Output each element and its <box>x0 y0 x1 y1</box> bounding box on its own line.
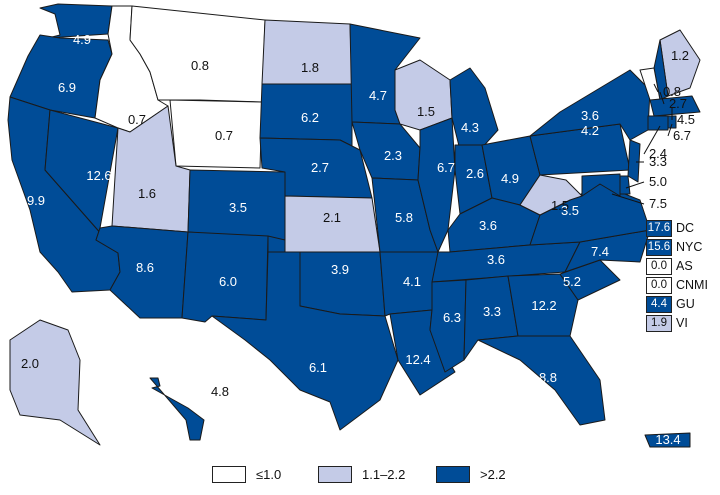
value-label-ut: 1.6 <box>138 186 156 201</box>
value-label-ct: 2.4 <box>649 146 667 161</box>
value-label-ne: 2.7 <box>311 160 329 175</box>
value-label-il: 6.7 <box>437 160 455 175</box>
leader-lines <box>611 83 673 205</box>
leader-line-de <box>625 181 645 189</box>
area-value-nyc: 15.6 <box>646 239 672 256</box>
value-label-ok: 3.9 <box>331 262 349 277</box>
value-label-nc: 7.4 <box>591 244 609 259</box>
leader-line-vt <box>653 83 659 93</box>
value-label-vt: 0.8 <box>663 84 681 99</box>
value-label-ga: 12.2 <box>531 298 556 313</box>
area-value-dc: 17.6 <box>646 220 672 237</box>
value-label-nd: 1.8 <box>301 60 319 75</box>
state-de <box>619 175 631 195</box>
state-tx <box>211 251 399 431</box>
state-wa <box>39 3 113 39</box>
state-hi <box>149 377 205 441</box>
leader-line-ri <box>667 123 673 137</box>
value-label-ri: 6.7 <box>673 128 691 143</box>
value-label-va: 3.5 <box>561 203 579 218</box>
leader-line-nh <box>659 91 665 105</box>
value-label-nm: 6.0 <box>219 274 237 289</box>
value-label-pr: 13.4 <box>655 432 680 447</box>
state-wi <box>394 59 453 131</box>
value-label-ky: 3.6 <box>479 218 497 233</box>
value-label-ca: 9.9 <box>27 193 45 208</box>
area-value-cnmi: 0.0 <box>646 277 672 294</box>
legend-label-mid: 1.1–2.2 <box>362 467 406 482</box>
value-label-la: 12.4 <box>405 352 430 367</box>
legend-label-low: ≤1.0 <box>256 467 282 482</box>
legend-swatch-mid <box>318 466 352 483</box>
value-label-wy: 0.7 <box>215 128 233 143</box>
value-label-tx: 6.1 <box>309 360 327 375</box>
state-fl <box>477 335 606 426</box>
area-name-gu: GU <box>676 297 695 311</box>
state-ct <box>647 115 669 131</box>
state-value-labels: 4.9 6.9 9.9 12.6 0.7 0.8 0.7 1.6 3.5 8.6 6.0 1.8 6.2… <box>21 32 695 447</box>
value-label-ma: 4.5 <box>677 112 695 127</box>
value-label-in: 2.6 <box>466 166 484 181</box>
leader-line-ct <box>643 125 661 155</box>
value-label-wa: 4.9 <box>73 32 91 47</box>
state-shapes <box>7 3 701 448</box>
value-label-sc: 5.2 <box>563 274 581 289</box>
leader-line-md <box>611 193 645 205</box>
legend-label-high: >2.2 <box>480 467 506 482</box>
area-name-as: AS <box>676 259 693 273</box>
state-ga <box>507 273 579 337</box>
area-name-nyc: NYC <box>676 240 703 254</box>
value-label-wv: 1.5 <box>551 198 569 213</box>
value-label-ar: 4.1 <box>403 274 421 289</box>
value-label-wi: 1.5 <box>417 104 435 119</box>
value-label-nv: 12.6 <box>86 168 111 183</box>
value-label-oh: 4.9 <box>501 171 519 186</box>
value-label-mt: 0.8 <box>191 58 209 73</box>
value-label-ms: 6.3 <box>443 310 461 325</box>
value-label-ks: 2.1 <box>323 210 341 225</box>
value-label-mn: 4.7 <box>369 88 387 103</box>
state-wy <box>169 99 263 169</box>
value-label-mi: 4.3 <box>461 120 479 135</box>
value-label-hi: 4.8 <box>211 384 229 399</box>
value-label-pa: 4.2 <box>581 123 599 138</box>
state-ny <box>529 69 651 141</box>
area-value-gu: 4.4 <box>646 296 672 313</box>
value-label-ak: 2.0 <box>21 356 39 371</box>
value-label-co: 3.5 <box>229 200 247 215</box>
value-label-az: 8.6 <box>136 260 154 275</box>
state-mi <box>449 67 499 151</box>
value-label-tn: 3.6 <box>487 252 505 267</box>
value-label-id: 0.7 <box>128 112 146 127</box>
value-label-ia: 2.3 <box>384 148 402 163</box>
value-label-fl: 8.8 <box>539 370 557 385</box>
state-pr <box>644 432 691 448</box>
value-label-nh: 2.7 <box>669 96 687 111</box>
value-label-de: 5.0 <box>649 174 667 189</box>
value-label-me: 1.2 <box>671 48 689 63</box>
legend-swatch-low <box>212 466 246 483</box>
value-label-md: 7.5 <box>649 196 667 211</box>
state-ak <box>9 319 101 446</box>
value-label-ny: 3.6 <box>581 108 599 123</box>
value-label-or: 6.9 <box>58 80 76 95</box>
area-value-as: 0.0 <box>646 258 672 275</box>
area-name-dc: DC <box>676 221 695 235</box>
area-value-vi: 1.9 <box>646 315 672 332</box>
value-label-mo: 5.8 <box>395 210 413 225</box>
state-md <box>581 173 621 197</box>
state-nj <box>627 139 641 183</box>
state-nc <box>564 229 651 273</box>
value-label-nj: 3.3 <box>649 154 667 169</box>
area-name-cnmi: CNMI <box>676 278 708 292</box>
legend-swatch-high <box>436 466 470 483</box>
value-label-al: 3.3 <box>483 304 501 319</box>
state-or <box>9 34 113 119</box>
area-name-vi: VI <box>676 316 688 330</box>
value-label-sd: 6.2 <box>301 110 319 125</box>
